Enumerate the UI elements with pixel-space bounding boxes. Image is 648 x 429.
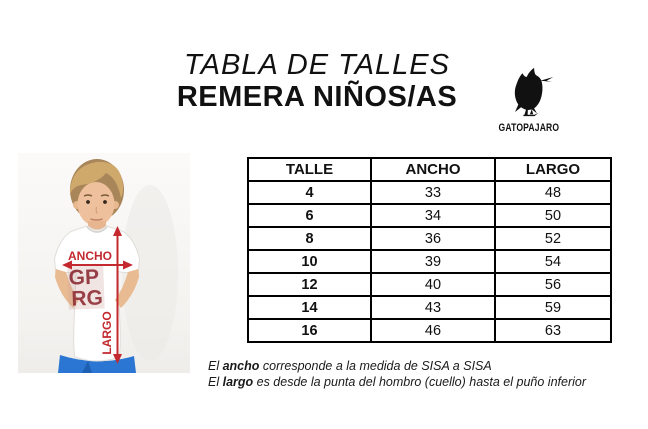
cell-largo: 56 [494,272,612,297]
right-forearm [115,269,139,308]
table-row: 14 43 59 [247,295,612,320]
right-eye [103,200,107,204]
owl-icon [514,67,554,117]
shirt-print-bottom: RG [71,286,103,310]
note-text: es desde la punta del hombro (cuello) ha… [253,374,586,389]
cell-largo: 63 [494,318,612,343]
brand-name: GATOPAJARO [498,122,560,134]
cell-largo: 59 [494,295,612,320]
brand-logo: GATOPAJARO [489,64,569,136]
title-line-1: TABLA DE TALLES [184,49,450,81]
note-text: El [208,374,223,389]
table-row: 10 39 54 [247,249,612,274]
note-ancho: El ancho corresponde a la medida de SISA… [208,359,586,375]
left-forearm [55,269,79,308]
cell-largo: 50 [494,203,612,228]
note-bold-word: ancho [222,359,260,373]
measurement-notes: El ancho corresponde a la medida de SISA… [208,359,586,390]
note-text: corresponde a la medida de SISA a SISA [259,359,492,373]
shorts-shade [82,361,92,373]
mouth [90,218,103,221]
table-row: 16 46 63 [247,318,612,343]
largo-label: LARGO [100,311,114,354]
header-talle: TALLE [247,157,372,182]
cell-talle: 6 [247,203,372,228]
cell-talle: 14 [247,295,372,320]
ancho-arrow [62,260,133,270]
face [77,182,115,226]
cell-largo: 54 [494,249,612,274]
note-largo: El largo es desde la punta del hombro (c… [208,375,586,391]
table-row: 8 36 52 [247,226,612,251]
cell-ancho: 39 [370,249,496,274]
table-row: 12 40 56 [247,272,612,297]
backdrop-shadow [122,185,178,361]
cell-ancho: 43 [370,295,496,320]
model-photo: GP RG ANCHO LARGO [18,153,190,373]
page-title: TABLA DE TALLES REMERA NIÑOS/AS [128,50,506,112]
shorts [58,355,136,373]
largo-arrow [113,226,122,364]
cell-ancho: 46 [370,318,496,343]
cell-talle: 10 [247,249,372,274]
header-largo: LARGO [494,157,612,182]
table-row: 4 33 48 [247,180,612,205]
cell-ancho: 36 [370,226,496,251]
shirt-graphic: GP RG [67,264,105,311]
header-ancho: ANCHO [370,157,496,182]
cell-ancho: 40 [370,272,496,297]
table-row: 6 34 50 [247,203,612,228]
title-line-2: REMERA NIÑOS/AS [176,81,458,114]
left-eye [86,200,90,204]
cell-talle: 4 [247,180,372,205]
hair-fringe [70,161,124,198]
nose [95,206,98,214]
cell-talle: 8 [247,226,372,251]
size-table-header-row: TALLE ANCHO LARGO [247,157,612,182]
cell-largo: 52 [494,226,612,251]
cell-largo: 48 [494,180,612,205]
cell-ancho: 34 [370,203,496,228]
left-eyebrow [83,194,93,197]
note-bold-word: largo [222,374,254,389]
boy-with-measurements-illustration: GP RG ANCHO LARGO [53,159,178,373]
size-table: TALLE ANCHO LARGO 4 33 48 6 34 50 8 36 5… [247,157,612,343]
right-eyebrow [100,194,110,197]
cell-talle: 16 [247,318,372,343]
shirt-print-top: GP [68,266,99,290]
cell-ancho: 33 [370,180,496,205]
note-text: El [208,359,223,373]
cell-talle: 12 [247,272,372,297]
ancho-label: ANCHO [68,249,112,263]
t-shirt-collar [86,226,108,233]
